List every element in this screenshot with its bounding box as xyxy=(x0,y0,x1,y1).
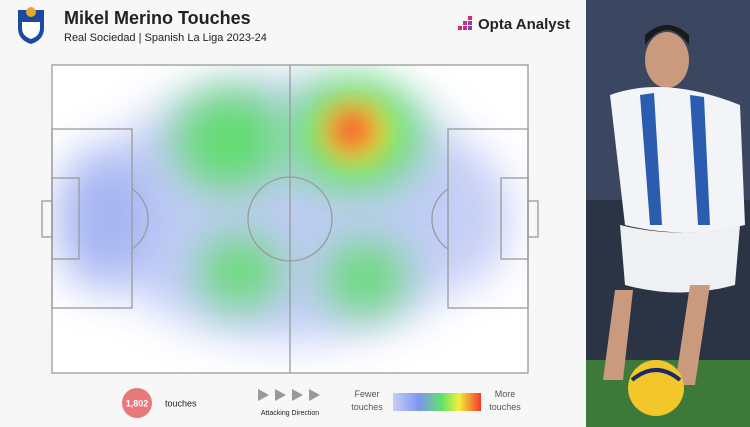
touch-label: touches xyxy=(165,398,197,408)
brand: Opta Analyst xyxy=(478,16,570,33)
direction-arrows xyxy=(258,389,320,401)
legend-high: More touches xyxy=(489,389,521,412)
pitch-lines xyxy=(41,64,539,374)
heatmap xyxy=(55,80,510,340)
legend-scale xyxy=(393,393,481,411)
club-crest xyxy=(18,7,44,44)
touch-count: 1,802 xyxy=(126,398,149,408)
legend-low-box: Fewer touches xyxy=(351,389,383,412)
title: Mikel Merino Touches xyxy=(64,8,251,28)
legend-high-box: More touches xyxy=(489,389,521,412)
player-photo xyxy=(586,0,750,427)
direction-label: Attacking Direction xyxy=(261,410,319,417)
legend-low: Fewer touches xyxy=(351,389,383,412)
count-badge xyxy=(122,388,152,418)
brand-icon xyxy=(458,16,472,30)
subtitle: Real Sociedad | Spanish La Liga 2023-24 xyxy=(64,32,267,44)
